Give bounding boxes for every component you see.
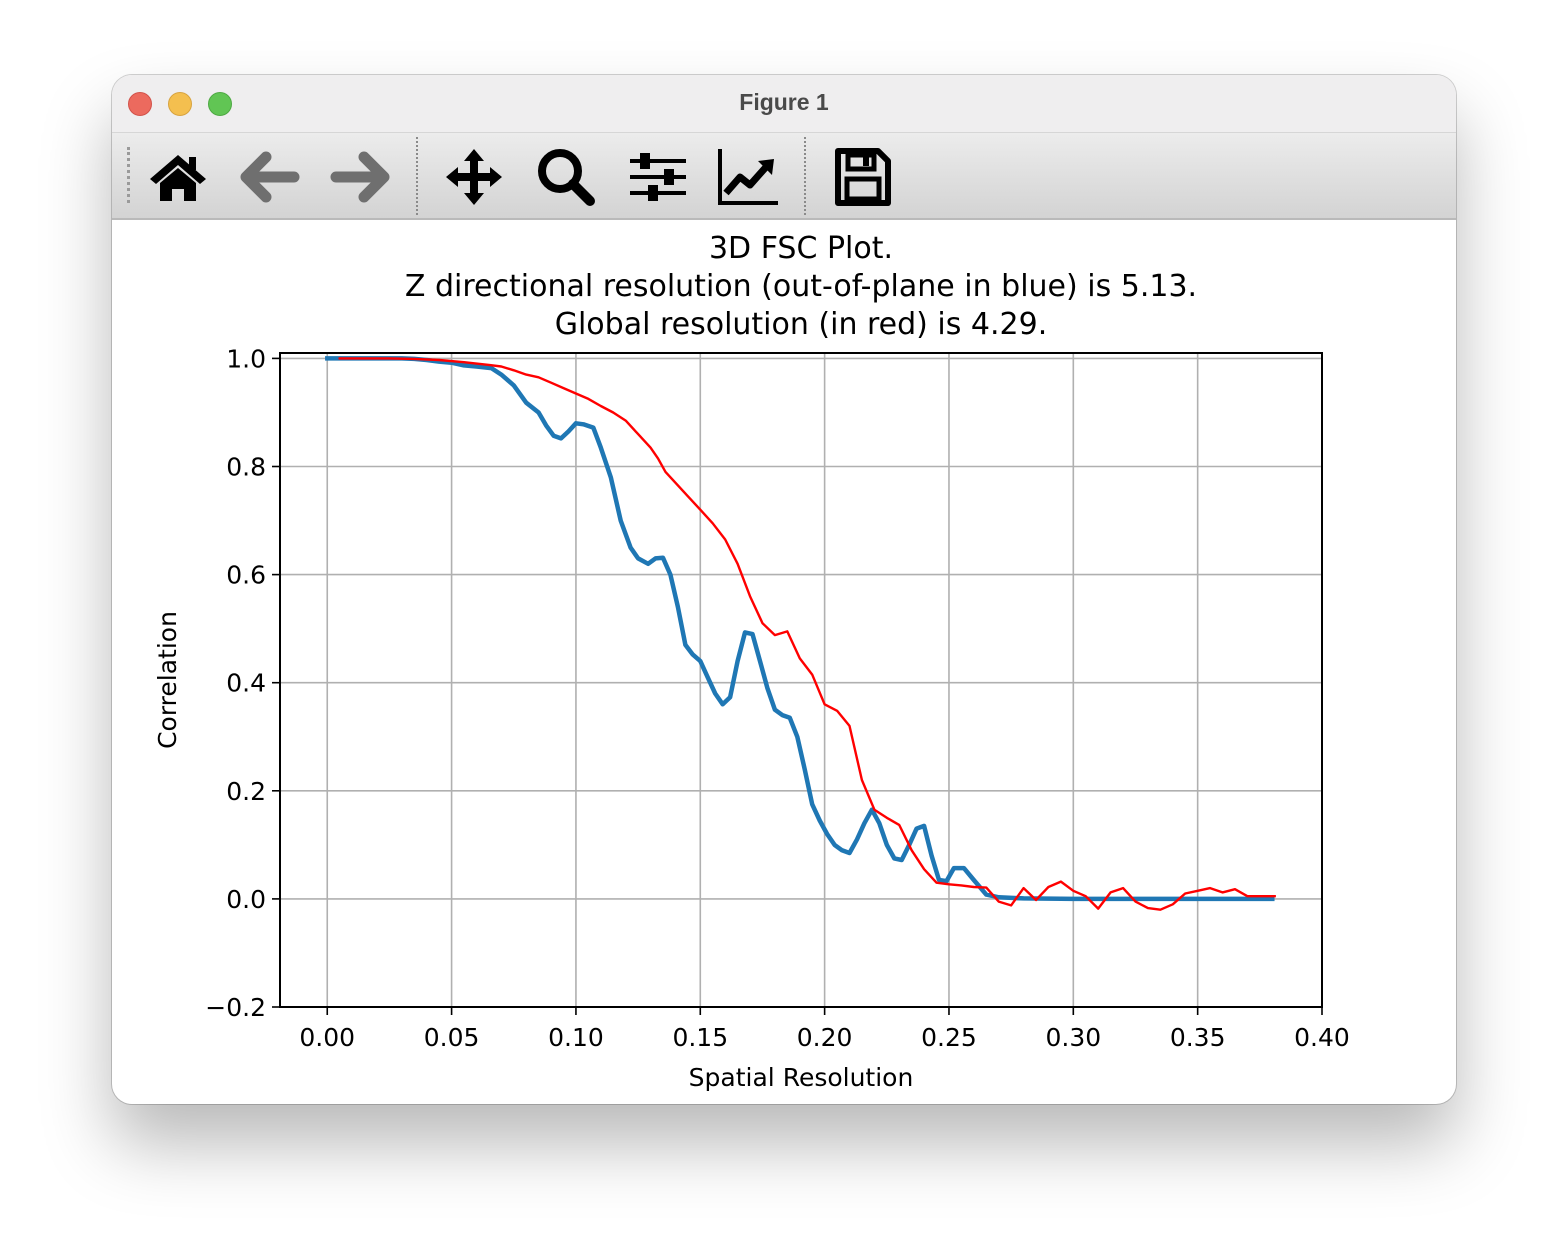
toolbar-separator xyxy=(804,137,806,215)
home-button[interactable] xyxy=(146,145,210,209)
x-tick-label: 0.30 xyxy=(1045,1023,1101,1052)
figure-window: Figure 1 xyxy=(112,75,1456,1104)
x-axis-label: Spatial Resolution xyxy=(689,1063,914,1092)
navigation-toolbar xyxy=(112,133,1456,220)
save-disk-icon xyxy=(835,148,891,206)
series-lines xyxy=(325,356,1276,911)
x-tick-label: 0.25 xyxy=(921,1023,977,1052)
forward-arrow-icon xyxy=(330,151,390,203)
axes-frame xyxy=(279,352,1323,1008)
y-tick-label: 0.0 xyxy=(226,885,266,914)
back-arrow-icon xyxy=(240,151,300,203)
y-tick-label: 0.6 xyxy=(226,561,266,590)
configure-subplots-button[interactable] xyxy=(626,145,690,209)
pan-move-icon xyxy=(446,149,502,205)
toolbar-separator xyxy=(416,137,418,215)
x-tick-label: 0.15 xyxy=(672,1023,728,1052)
toolbar-grip xyxy=(127,147,130,203)
x-tick-label: 0.40 xyxy=(1294,1023,1350,1052)
home-icon xyxy=(150,155,206,201)
x-tick-label: 0.20 xyxy=(797,1023,853,1052)
y-tick-label: 0.8 xyxy=(226,453,266,482)
x-tick-label: 0.10 xyxy=(548,1023,604,1052)
y-tick-label: −0.2 xyxy=(205,993,266,1022)
title-bar: Figure 1 xyxy=(112,75,1456,133)
axis-ticks: 0.00 0.05 0.10 0.15 0.20 0.25 0.30 0.35 0.40 −0.2… xyxy=(205,344,1350,1052)
y-tick-label: 1.0 xyxy=(226,344,266,373)
y-axis-label: Correlation xyxy=(153,611,182,749)
minimize-window-button[interactable] xyxy=(168,92,192,116)
blue-series-line xyxy=(325,356,1275,902)
save-button[interactable] xyxy=(830,145,894,209)
window-title: Figure 1 xyxy=(739,89,829,115)
forward-button[interactable] xyxy=(328,145,392,209)
chart-title-line-3: Global resolution (in red) is 4.29. xyxy=(555,307,1048,342)
subplots-configure-icon xyxy=(630,153,686,201)
x-tick-label: 0.05 xyxy=(424,1023,480,1052)
chart-title-line-1: 3D FSC Plot. xyxy=(709,231,893,266)
grid-lines xyxy=(280,353,1323,1008)
chart-title-line-2: Z directional resolution (out-of-plane i… xyxy=(405,269,1197,304)
pan-button[interactable] xyxy=(442,145,506,209)
zoom-button[interactable] xyxy=(534,145,598,209)
x-tick-label: 0.00 xyxy=(299,1023,355,1052)
plot-area: 3D FSC Plot. Z directional resolution (ou… xyxy=(112,220,1456,1104)
fsc-chart: 3D FSC Plot.Z directional resolution (ou… xyxy=(153,231,1350,1092)
y-tick-label: 0.4 xyxy=(226,669,266,698)
x-tick-label: 0.35 xyxy=(1170,1023,1226,1052)
edit-axis-curve-icon xyxy=(718,149,778,205)
chart-title: 3D FSC Plot.Z directional resolution (ou… xyxy=(405,231,1197,342)
y-tick-label: 0.2 xyxy=(226,777,266,806)
zoom-magnifier-icon xyxy=(538,149,595,206)
edit-parameters-button[interactable] xyxy=(716,145,780,209)
back-button[interactable] xyxy=(238,145,302,209)
red-series-line xyxy=(338,357,1276,911)
close-window-button[interactable] xyxy=(128,92,152,116)
zoom-window-button[interactable] xyxy=(208,92,232,116)
